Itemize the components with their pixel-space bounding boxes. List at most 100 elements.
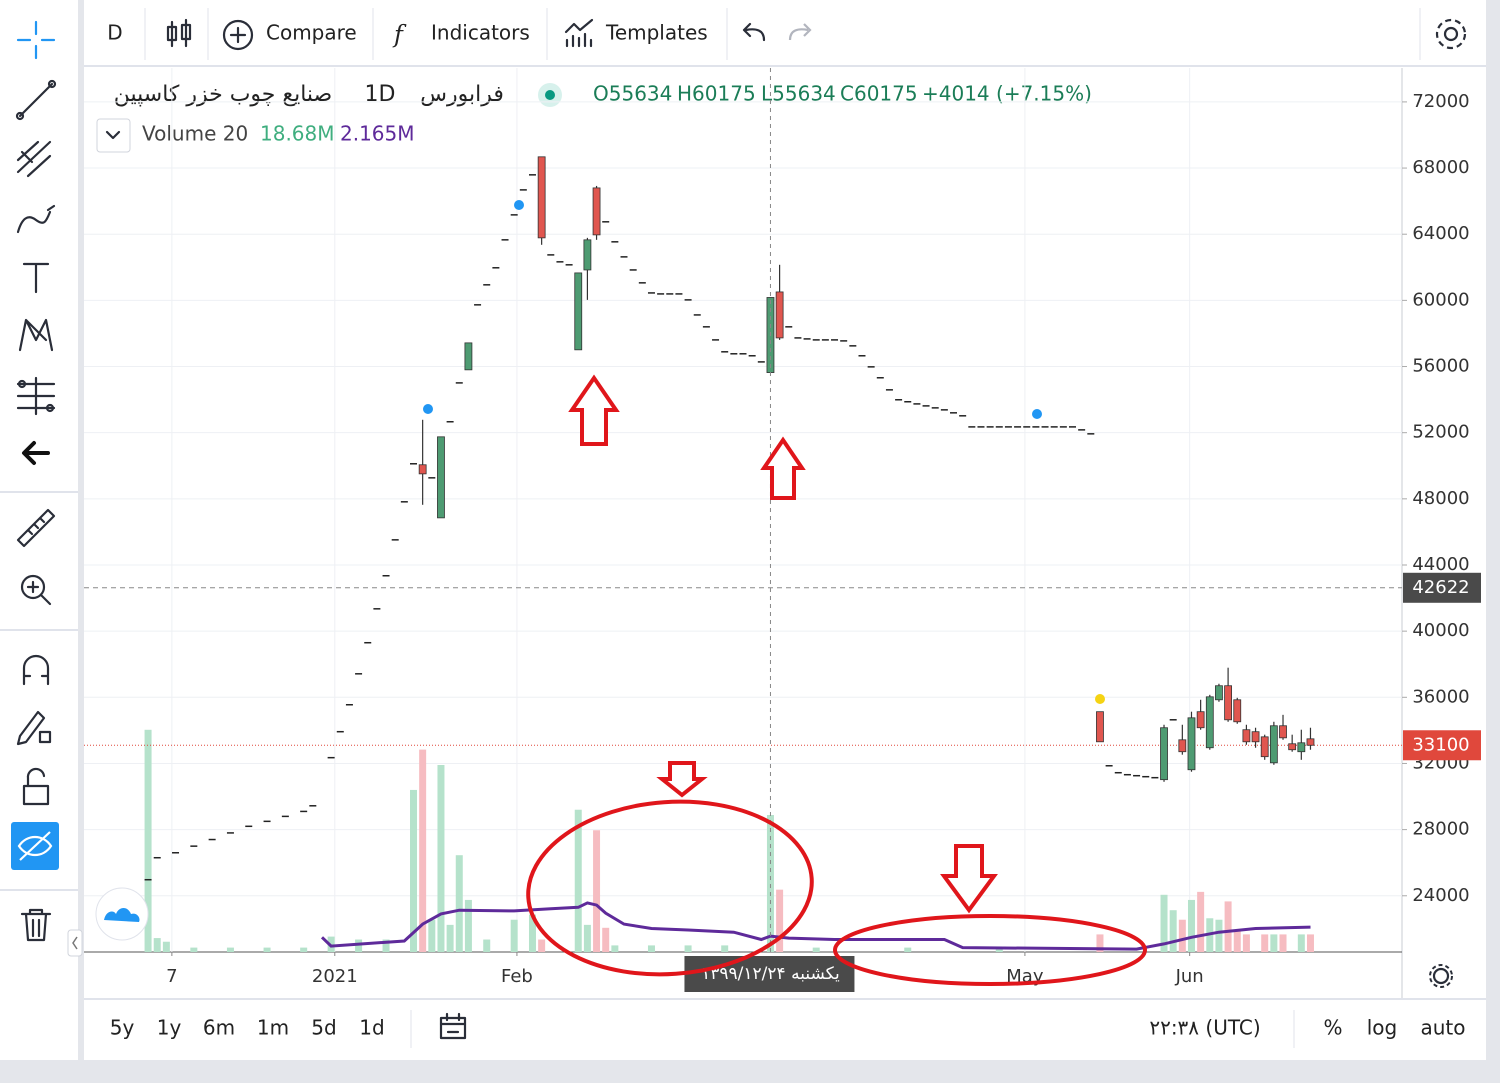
volume-bar [437, 765, 445, 952]
volume-bar [1178, 919, 1186, 952]
range-button[interactable]: 5y [110, 1016, 135, 1040]
brush-tool[interactable] [16, 204, 56, 234]
candle-body [537, 156, 546, 239]
symbol-name: صنایع چوب خزر کاسپین [114, 82, 333, 107]
crosshair-tool[interactable] [16, 20, 56, 60]
lock-tool[interactable] [22, 767, 50, 806]
range-button[interactable]: 5d [311, 1016, 336, 1040]
pattern-tool[interactable] [18, 318, 54, 352]
trash-tool[interactable] [20, 908, 52, 942]
candle-body [1233, 699, 1242, 723]
compare-button[interactable]: Compare [266, 21, 357, 45]
symbol-interval: 1D [365, 82, 396, 107]
event-marker[interactable] [1095, 694, 1105, 704]
range-button[interactable]: 1d [359, 1016, 384, 1040]
templates-button[interactable]: Templates [605, 21, 708, 45]
y-tick-label: 40000 [1412, 620, 1469, 641]
interval-button[interactable]: D [107, 21, 122, 45]
settings-button[interactable] [1443, 26, 1459, 42]
collapse-toggle[interactable] [67, 929, 83, 957]
event-marker[interactable] [1032, 409, 1042, 419]
volume-bar [226, 947, 234, 952]
volume-bar [455, 855, 463, 952]
candle-body [1178, 739, 1187, 753]
candle-body [1288, 743, 1297, 751]
volume-bar [1297, 934, 1305, 952]
y-tick-label: 64000 [1412, 223, 1469, 244]
fib-tool[interactable] [16, 140, 52, 178]
plot-area: 2400028000320003600040000440004800052000… [84, 68, 1481, 992]
indicators-button[interactable]: Indicators [431, 21, 530, 45]
range-button[interactable]: 1m [257, 1016, 289, 1040]
market-status [545, 90, 555, 100]
candle-body [775, 291, 784, 339]
undo-button[interactable] [742, 22, 766, 42]
crosshair-price-box [1403, 572, 1481, 603]
volume-bar [602, 927, 610, 952]
last-price-label: 33100 [1412, 734, 1469, 755]
scale-option[interactable]: % [1323, 1016, 1342, 1040]
axis-settings-icon [1429, 964, 1453, 988]
candle-body [1160, 727, 1168, 781]
indicator-value: 18.68M [260, 122, 335, 146]
volume-bar [1306, 934, 1314, 952]
candle-body [1242, 729, 1251, 743]
compare-icon [222, 19, 254, 51]
panel-divider [0, 1060, 1500, 1083]
goto-date[interactable] [439, 1012, 467, 1040]
range-button[interactable]: 1y [157, 1016, 182, 1040]
y-tick-label: 24000 [1412, 885, 1469, 906]
volume-bar [263, 947, 271, 952]
back-tool[interactable] [22, 441, 50, 465]
candle-body [464, 342, 473, 371]
y-tick-label: 68000 [1412, 157, 1469, 178]
ruler-tool[interactable] [16, 508, 56, 548]
event-marker[interactable] [514, 200, 524, 210]
range-button[interactable]: 6m [203, 1016, 235, 1040]
event-marker[interactable] [423, 404, 433, 414]
volume-bar [1279, 934, 1287, 952]
x-tick-label: 7 [166, 966, 177, 987]
magnet-tool[interactable] [22, 654, 50, 686]
candle-body [1187, 717, 1196, 771]
axis-settings[interactable] [1432, 967, 1450, 985]
settings-icon [1435, 18, 1467, 50]
x-tick-label: Jun [1175, 966, 1204, 987]
chart-type-button[interactable] [166, 18, 192, 48]
volume-bar [1242, 934, 1250, 952]
volume-bar [611, 945, 619, 952]
clock: ۲۲:۳۸ (UTC) [1149, 1016, 1260, 1040]
volume-bar [464, 899, 472, 952]
left-toolbar [0, 20, 78, 942]
y-tick-label: 36000 [1412, 686, 1469, 707]
logo-icon [104, 908, 140, 922]
text-tool[interactable] [22, 262, 50, 294]
panel-divider [1486, 0, 1500, 1083]
measure-tool[interactable] [16, 376, 56, 416]
volume-bar [995, 947, 1003, 952]
volume-bar [153, 938, 161, 952]
scale-option[interactable]: log [1367, 1016, 1398, 1040]
lock-drawing-tool[interactable] [16, 710, 52, 746]
annotations [526, 374, 1147, 986]
volume-bar [382, 939, 390, 952]
crosshair-price-label: 42622 [1412, 577, 1469, 598]
volume-bar [1197, 891, 1205, 952]
volume-bar [538, 939, 546, 952]
y-tick-label: 48000 [1412, 488, 1469, 509]
chevron [105, 130, 121, 140]
arrow-down [656, 761, 708, 798]
volume-ma-line [320, 901, 1311, 951]
hide-icon [17, 831, 53, 861]
scale-option[interactable]: auto [1420, 1016, 1465, 1040]
redo-button[interactable] [788, 23, 812, 41]
y-tick-label: 72000 [1412, 91, 1469, 112]
collapse-icon [72, 936, 78, 950]
zoom-tool[interactable] [20, 574, 52, 606]
trend-line-tool[interactable] [15, 79, 57, 121]
volume-bar [144, 729, 152, 952]
volume-bar [766, 815, 774, 952]
volume-bar [1270, 934, 1278, 952]
legend-toggle[interactable] [96, 118, 131, 153]
